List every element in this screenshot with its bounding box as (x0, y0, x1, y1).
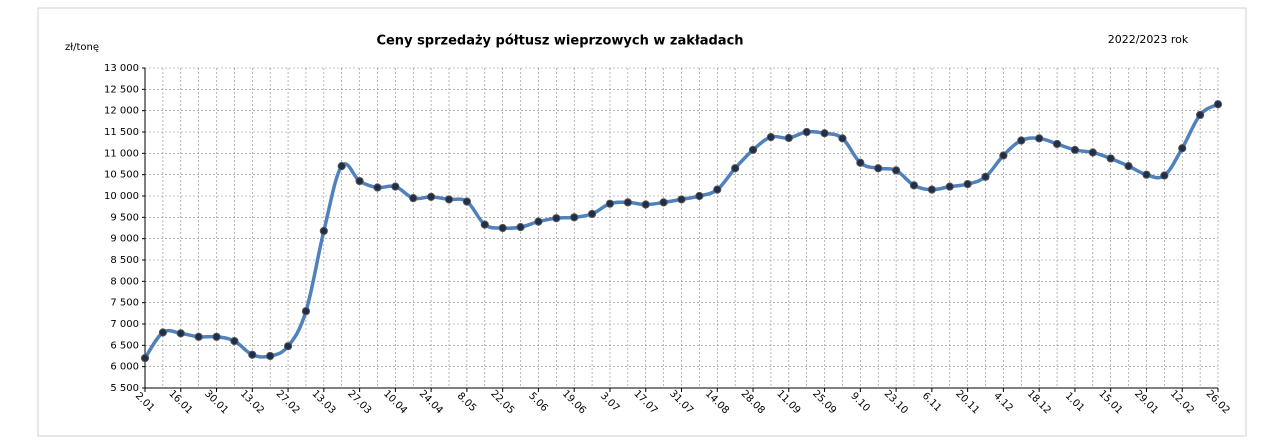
data-point (212, 332, 221, 341)
data-point (1178, 144, 1187, 153)
y-tick-label: 7 000 (110, 319, 139, 330)
data-point (1052, 139, 1062, 149)
data-point (552, 214, 561, 223)
data-point (892, 166, 901, 175)
data-point (802, 127, 811, 137)
chart-frame (37, 7, 1247, 437)
data-point (140, 354, 150, 363)
data-point (748, 145, 758, 155)
data-point (516, 223, 525, 232)
data-point (623, 198, 632, 207)
data-point (1088, 148, 1097, 157)
y-tick-label: 9 500 (110, 212, 139, 223)
data-point (498, 223, 507, 233)
data-point (1070, 145, 1080, 155)
data-point (999, 151, 1008, 160)
y-tick-label: 8 500 (110, 255, 139, 266)
y-tick-label: 10 500 (104, 170, 139, 181)
y-tick-label: 6 000 (110, 362, 139, 373)
y-tick-label: 6 500 (110, 340, 139, 351)
subtitle: 2022/2023 rok (1108, 33, 1189, 46)
data-point (963, 179, 972, 189)
data-point (981, 172, 990, 181)
data-point (1017, 136, 1026, 145)
data-point (927, 185, 936, 194)
data-point (176, 329, 185, 338)
y-tick-label: 8 000 (110, 276, 139, 287)
data-point (909, 181, 919, 190)
data-point (731, 164, 740, 173)
y-tick-label: 7 500 (110, 298, 139, 309)
y-tick-label: 5 500 (110, 383, 139, 394)
data-point (766, 133, 776, 142)
data-point (462, 197, 471, 206)
data-point (337, 162, 346, 171)
chart-title: Ceny sprzedaży półtusz wieprzowych w zak… (376, 34, 743, 49)
data-point (874, 164, 883, 173)
data-point (444, 195, 454, 204)
y-tick-label: 10 000 (104, 191, 139, 202)
data-point (856, 158, 865, 167)
data-point (248, 350, 257, 359)
data-point (158, 328, 167, 337)
data-point (677, 195, 686, 204)
data-point (605, 199, 615, 208)
y-tick-label: 13 000 (104, 63, 139, 74)
data-point (695, 191, 704, 201)
data-point (1196, 110, 1205, 120)
data-point (283, 342, 293, 351)
data-point (659, 198, 668, 207)
data-point (230, 336, 239, 346)
data-point (1213, 100, 1223, 109)
data-point (319, 226, 328, 236)
data-point (266, 351, 275, 361)
data-point (534, 217, 543, 226)
data-point (1124, 162, 1133, 171)
data-point (373, 183, 382, 192)
data-point (301, 307, 311, 316)
data-point (713, 185, 722, 194)
data-point (194, 332, 203, 341)
data-point (587, 209, 597, 219)
data-point (1142, 170, 1151, 179)
y-tick-label: 12 500 (104, 84, 139, 95)
data-point (641, 200, 650, 209)
y-tick-label: 9 000 (110, 234, 139, 245)
y-tick-label: 11 000 (104, 148, 139, 159)
data-point (784, 133, 793, 143)
data-point (391, 182, 400, 191)
data-point (480, 220, 489, 229)
data-point (409, 194, 418, 203)
data-point (1106, 154, 1115, 163)
data-point (570, 213, 579, 222)
y-axis-label: zł/tonę (65, 42, 99, 53)
data-point (1160, 171, 1169, 180)
data-point (945, 182, 954, 191)
data-point (355, 176, 364, 186)
data-point (427, 192, 436, 201)
data-point (838, 134, 847, 143)
y-tick-label: 12 000 (104, 106, 139, 117)
data-point (1035, 134, 1044, 143)
y-tick-label: 11 500 (104, 127, 139, 138)
data-point (820, 129, 829, 138)
